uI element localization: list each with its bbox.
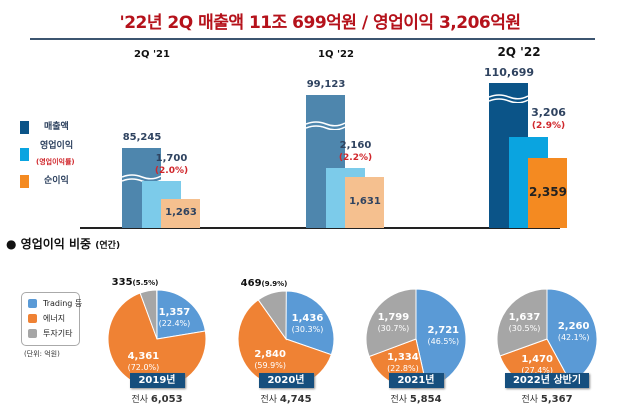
total-label: 전사 4,745 [260,394,312,405]
bar-value-net: 1,631 [349,195,381,207]
pie-slice-trading [156,289,206,340]
title-divider [30,38,595,40]
pie-slice-label: 2,721 (46.5%) [427,324,460,346]
total-label: 전사 5,367 [521,394,573,405]
year-label: 2021년 [388,373,444,388]
pie-slice-label: 2,840 (59.9%) [254,349,286,371]
year-label: 2022년 상반기 [505,373,589,388]
legend-swatch-revenue [20,121,29,134]
legend-net: 순이익 [44,176,69,186]
period-label: 1Q '22 [318,49,354,60]
pie-slice-label: 1,334 (22.8%) [387,352,419,374]
bar-value-revenue: 110,699 [483,66,535,79]
pie-slice-label: 469(9.9%) [240,278,288,289]
pie-slice-other [365,288,417,358]
section-title: ● 영업이익 비중 (연간) [6,237,121,251]
bar-value-op: 1,700 [155,153,188,164]
period-label: 2Q '22 [497,45,541,59]
pie-slice-energy [237,299,332,388]
bar-net [345,177,384,228]
pie-slice-other [139,289,158,340]
pie-slice-label: 1,436 (30.3%) [291,312,324,334]
bar-value-revenue: 85,245 [122,132,162,143]
page-title: '22년 2Q 매출액 11조 699억원 / 영업이익 3,206억원 [119,13,521,33]
pie-slice-label: 1,470 (27.4%) [521,353,554,375]
axis-break-icon [489,94,528,103]
period-label: 2Q '21 [134,49,170,60]
pie-legend: Trading 등 에너지 투자기타 [21,292,82,346]
pie-slice-label: 2,260 (42.1%) [557,321,590,343]
total-label: 전사 6,053 [131,394,183,405]
pie-slice-other [496,288,548,357]
bar-value-net: 1,263 [165,206,197,218]
pie-slice-other [257,290,287,341]
legend-swatch-net [20,175,29,188]
bar-value-op: 3,206 [531,106,566,119]
year-label: 2019년 [129,373,185,388]
bar-baseline [80,227,560,229]
legend-trading: Trading 등 [28,298,82,309]
year-label: 2020년 [258,373,314,388]
legend-energy: 에너지 [28,313,65,324]
bar-value-net: 2,359 [529,185,567,199]
legend-op: 영업이익 [40,141,74,151]
legend-other: 투자기타 [28,328,72,339]
pie-slice-trading [285,290,335,356]
legend-op-sub: (영업이익률) [36,158,75,166]
legend-swatch-op [20,148,29,161]
unit-label: (단위: 억원) [24,350,60,358]
bar-value-revenue: 99,123 [306,79,346,90]
total-label: 전사 5,854 [390,394,442,405]
op-margin-label: (2.9%) [531,121,566,131]
op-margin-label: (2.2%) [338,153,373,163]
bar-value-op: 2,160 [339,140,372,151]
axis-break-icon [306,121,345,130]
pie-section-suffix: (연간) [95,241,121,251]
pie-section-title: 영업이익 비중 [20,237,92,251]
pie-slice-label: 1,799 (30.7%) [377,312,410,334]
bar-net [528,158,567,228]
pie-slice-label: 4,361 (72.0%) [127,351,160,373]
op-margin-label: (2.0%) [154,166,189,176]
pie-slice-label: 1,637 (30.5%) [508,312,541,334]
pie-slice-label: 335(5.5%) [111,277,159,288]
legend-revenue: 매출액 [44,122,69,132]
bar-net [161,199,200,228]
pie-slice-label: 1,357 (22.4%) [158,307,191,329]
